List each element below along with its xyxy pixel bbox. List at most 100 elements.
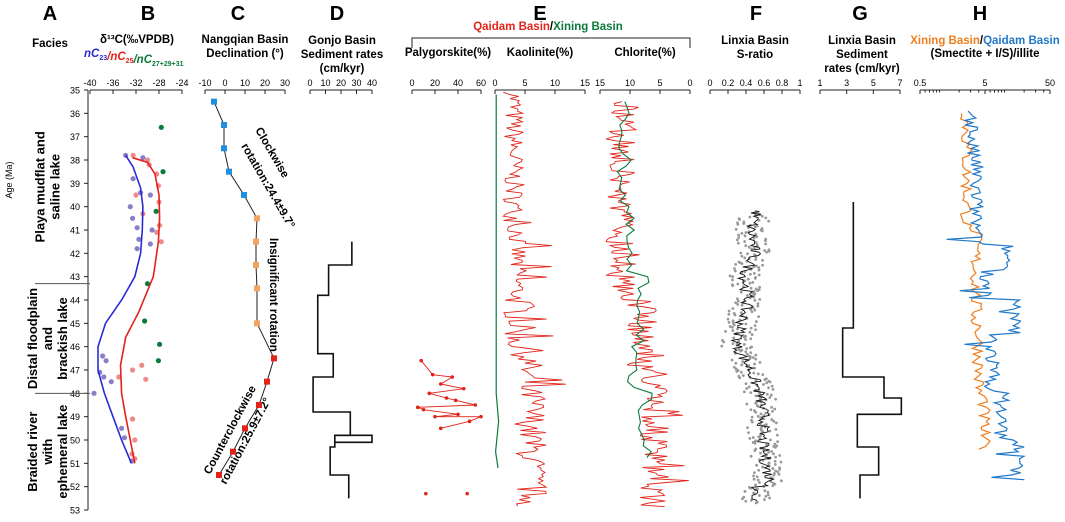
s-ratio-point [763, 378, 767, 381]
declination-point [216, 472, 222, 478]
s-ratio-point [747, 245, 751, 249]
age-tick-label: 45 [70, 319, 80, 329]
declination-point [256, 402, 262, 408]
age-tick-label: 49 [70, 412, 80, 422]
s-ratio-point [742, 343, 746, 346]
s-ratio-point [759, 412, 763, 416]
d13c-point [132, 437, 138, 443]
s-ratio-point [760, 229, 764, 233]
d13c-point [119, 425, 125, 431]
s-ratio-point [750, 415, 754, 419]
palygorskite-point [424, 491, 428, 496]
s-ratio-point [758, 298, 762, 301]
x-tick-label: 1 [817, 78, 822, 88]
s-ratio-point [768, 429, 772, 433]
s-ratio-point [776, 440, 780, 444]
age-axis-title: Age (Ma) [4, 161, 14, 198]
s-ratio-point [773, 482, 777, 486]
s-ratio-point [749, 351, 753, 355]
s-ratio-point [727, 312, 731, 316]
s-ratio-point [736, 299, 740, 303]
s-ratio-point [754, 501, 758, 505]
x-tick-label: 10 [320, 78, 330, 88]
s-ratio-point [754, 258, 758, 261]
s-ratio-point [731, 329, 735, 332]
s-ratio-point [737, 233, 740, 237]
age-tick-label: 43 [70, 272, 80, 282]
s-ratio-point [752, 477, 756, 481]
palygorskite-point [438, 426, 443, 431]
s-ratio-point [753, 324, 757, 328]
x-tick-label: 50 [1045, 78, 1055, 88]
facies-label: Braided river [25, 412, 40, 492]
s-ratio-point [762, 498, 766, 502]
s-ratio-point [749, 337, 753, 341]
s-ratio-point [752, 272, 756, 275]
s-ratio-point [744, 499, 748, 503]
panel-letter: H [973, 3, 987, 25]
age-tick-label: 52 [70, 482, 80, 492]
s-ratio-point [745, 402, 749, 406]
s-ratio-point [753, 225, 757, 229]
ratio-xining-line [959, 113, 992, 450]
s-ratio-point [769, 438, 772, 442]
s-ratio-point [753, 449, 757, 453]
panel-d-title: Gonjo Basin [308, 35, 376, 47]
s-ratio-point [773, 459, 777, 463]
x-tick-label: 5 [657, 78, 662, 88]
s-ratio-point [765, 381, 768, 385]
x-tick-label: 0 [687, 78, 692, 88]
panel-d-title: (cm/kyr) [320, 63, 365, 75]
s-ratio-point [767, 450, 770, 454]
s-ratio-point [754, 439, 757, 443]
s-ratio-point [752, 474, 755, 478]
s-ratio-point [758, 481, 761, 484]
x-tick-label: 0.6 [758, 78, 771, 88]
palygorskite-point [465, 491, 470, 496]
declination-line [213, 101, 275, 476]
s-ratio-point [728, 274, 732, 278]
s-ratio-point [754, 483, 757, 487]
declination-point [221, 122, 227, 128]
s-ratio-point [770, 384, 774, 388]
d13c-point [154, 229, 160, 235]
panel-g-title: Linxia Basin [828, 35, 896, 47]
s-ratio-point [768, 380, 772, 384]
x-tick-label: 0 [492, 78, 497, 88]
x-tick-label: 5 [982, 78, 987, 88]
s-ratio-point [753, 441, 757, 445]
s-ratio-point [743, 490, 747, 493]
s-ratio-point [756, 304, 760, 308]
d13c-point [108, 379, 114, 385]
panel-f-title: Linxia Basin [721, 35, 789, 47]
d13c-point [130, 176, 136, 182]
d13c-trend-line [119, 156, 161, 464]
s-ratio-point [770, 405, 774, 409]
s-ratio-point [730, 358, 734, 362]
x-tick-label: 60 [476, 78, 486, 88]
s-ratio-point [745, 294, 749, 297]
s-ratio-point [762, 417, 766, 421]
s-ratio-point [749, 326, 753, 330]
x-tick-label: 10 [240, 78, 250, 88]
age-tick-label: 41 [70, 226, 80, 236]
s-ratio-point [758, 392, 762, 395]
age-tick-label: 46 [70, 342, 80, 352]
d13c-point [121, 435, 128, 441]
facies-label: with [40, 439, 55, 466]
s-ratio-point [752, 293, 756, 297]
chlorite-xining-line [616, 101, 653, 458]
panel-h-title: Xining Basin/Qaidam Basin [910, 35, 1060, 47]
s-ratio-point [749, 454, 753, 458]
d13c-point [147, 192, 153, 198]
s-ratio-point [754, 320, 758, 323]
s-ratio-point [736, 303, 740, 306]
age-tick-label: 42 [70, 249, 80, 259]
s-ratio-point [754, 328, 757, 332]
s-ratio-point [769, 393, 773, 397]
panel-c-title: Nangqian Basin [202, 34, 289, 46]
x-tick-label: -10 [198, 78, 211, 88]
s-ratio-point [733, 269, 737, 273]
d13c-point [149, 227, 155, 233]
facies-title: Facies [32, 38, 68, 50]
